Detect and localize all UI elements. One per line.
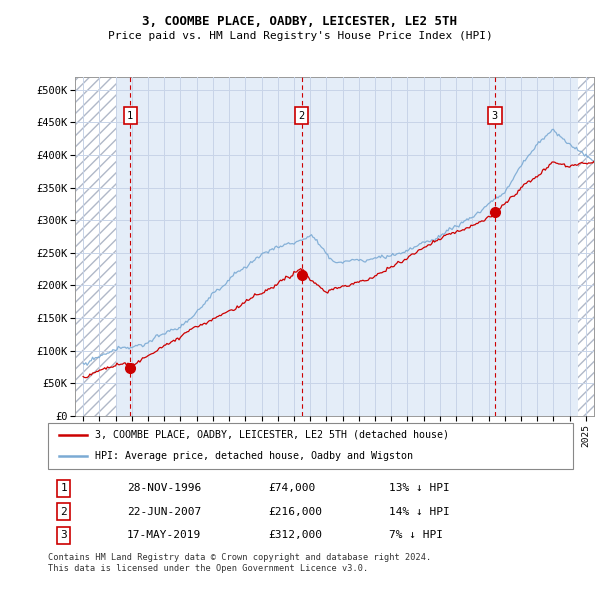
Text: 17-MAY-2019: 17-MAY-2019 xyxy=(127,530,201,540)
Text: Price paid vs. HM Land Registry's House Price Index (HPI): Price paid vs. HM Land Registry's House … xyxy=(107,31,493,41)
Text: HPI: Average price, detached house, Oadby and Wigston: HPI: Average price, detached house, Oadb… xyxy=(95,451,413,461)
Text: £216,000: £216,000 xyxy=(269,507,323,517)
Text: 2: 2 xyxy=(298,111,305,121)
Text: £74,000: £74,000 xyxy=(269,483,316,493)
Text: 7% ↓ HPI: 7% ↓ HPI xyxy=(389,530,443,540)
Text: 1: 1 xyxy=(127,111,133,121)
Text: Contains HM Land Registry data © Crown copyright and database right 2024.
This d: Contains HM Land Registry data © Crown c… xyxy=(48,553,431,573)
Text: 3, COOMBE PLACE, OADBY, LEICESTER, LE2 5TH: 3, COOMBE PLACE, OADBY, LEICESTER, LE2 5… xyxy=(143,15,458,28)
FancyBboxPatch shape xyxy=(48,423,573,469)
Text: 3, COOMBE PLACE, OADBY, LEICESTER, LE2 5TH (detached house): 3, COOMBE PLACE, OADBY, LEICESTER, LE2 5… xyxy=(95,430,449,440)
Text: 14% ↓ HPI: 14% ↓ HPI xyxy=(389,507,450,517)
Bar xyxy=(75,77,116,416)
Text: 3: 3 xyxy=(61,530,67,540)
Text: 28-NOV-1996: 28-NOV-1996 xyxy=(127,483,201,493)
Text: 22-JUN-2007: 22-JUN-2007 xyxy=(127,507,201,517)
Text: 3: 3 xyxy=(491,111,498,121)
Bar xyxy=(578,77,594,416)
Text: £312,000: £312,000 xyxy=(269,530,323,540)
Text: 1: 1 xyxy=(61,483,67,493)
Text: 2: 2 xyxy=(61,507,67,517)
Text: 13% ↓ HPI: 13% ↓ HPI xyxy=(389,483,450,493)
